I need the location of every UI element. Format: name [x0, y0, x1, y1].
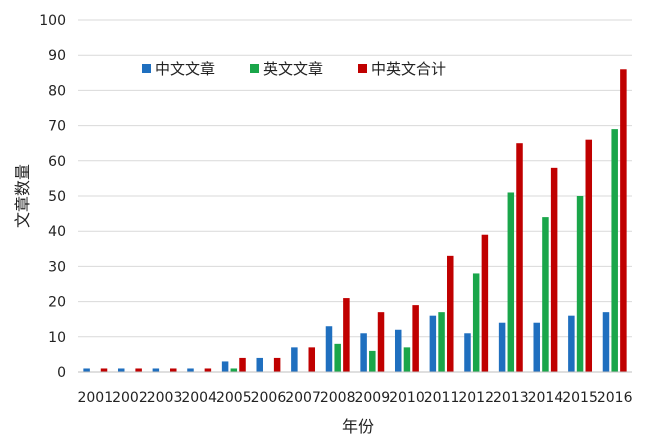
bar-2016-series-1: [611, 129, 618, 372]
x-tick-label: 2006: [251, 390, 287, 406]
x-tick-label: 2013: [493, 390, 529, 406]
bar-2002-series-0: [117, 368, 125, 372]
x-tick-label: 2011: [424, 390, 460, 406]
y-tick-label: 80: [48, 83, 66, 99]
bar-2012-series-2: [481, 234, 489, 372]
bar-2005-series-0: [221, 361, 229, 372]
legend-label: 中英文合计: [371, 60, 446, 78]
y-tick-label: 10: [48, 330, 66, 346]
bar-2015-series-1: [576, 196, 584, 372]
bar-2014-series-0: [533, 322, 540, 372]
bar-2008-series-0: [325, 326, 333, 372]
bar-2013-series-2: [516, 143, 523, 372]
bar-2016-series-0: [602, 312, 610, 372]
bar-2013-series-1: [507, 192, 515, 372]
bar-2007-series-2: [308, 347, 316, 372]
x-tick-label: 2001: [77, 390, 113, 406]
y-tick-label: 20: [48, 295, 66, 311]
bar-2011-series-0: [429, 315, 437, 372]
bar-2008-series-2: [343, 298, 350, 372]
x-tick-label: 2002: [112, 390, 148, 406]
x-tick-label: 2010: [389, 390, 425, 406]
x-axis-title: 年份: [342, 417, 374, 436]
y-tick-label: 70: [48, 119, 66, 135]
y-axis-title: 文章数量: [13, 164, 32, 228]
bar-2010-series-1: [403, 347, 411, 372]
bar-2014-series-1: [542, 217, 549, 372]
bar-2010-series-0: [394, 329, 402, 372]
x-tick-label: 2004: [181, 390, 217, 406]
x-tick-label: 2015: [562, 390, 598, 406]
x-tick-label: 2012: [458, 390, 494, 406]
bar-2007-series-0: [291, 347, 298, 372]
x-tick-label: 2007: [285, 390, 321, 406]
bar-2010-series-2: [412, 305, 419, 372]
bar-2015-series-2: [585, 139, 593, 372]
legend-label: 英文文章: [263, 60, 323, 78]
legend-swatch: [358, 64, 367, 73]
x-tick-label: 2008: [320, 390, 356, 406]
bar-2005-series-1: [230, 368, 238, 372]
bar-2009-series-1: [369, 350, 376, 372]
bar-2016-series-2: [620, 69, 627, 372]
x-tick-label: 2014: [528, 390, 564, 406]
y-tick-label: 50: [48, 189, 66, 205]
bar-2004-series-0: [187, 368, 194, 372]
legend-label: 中文文章: [155, 60, 215, 78]
bar-2011-series-2: [447, 255, 454, 372]
bar-2011-series-1: [438, 312, 445, 372]
bar-2002-series-2: [135, 368, 142, 372]
bar-2006-series-0: [256, 357, 263, 372]
bar-2014-series-2: [550, 167, 558, 372]
legend: 中文文章 英文文章 中英文合计: [142, 60, 446, 78]
y-tick-label: 40: [48, 224, 66, 240]
bar-2003-series-0: [152, 368, 160, 372]
x-axis-ticks: 2001200220032004200520062007200820092010…: [77, 390, 632, 406]
bars: [83, 69, 627, 372]
bar-2015-series-0: [568, 315, 575, 372]
y-tick-label: 30: [48, 259, 66, 275]
bar-2012-series-1: [472, 273, 480, 372]
y-tick-label: 100: [39, 13, 66, 29]
bar-2001-series-0: [83, 368, 90, 372]
y-tick-label: 60: [48, 154, 66, 170]
bar-2001-series-2: [100, 368, 108, 372]
y-tick-label: 0: [57, 365, 66, 381]
x-tick-label: 2003: [147, 390, 183, 406]
bar-2012-series-0: [464, 333, 471, 372]
gridlines: [78, 19, 632, 338]
bar-2009-series-2: [377, 312, 385, 372]
x-tick-label: 2009: [354, 390, 390, 406]
legend-swatch: [250, 64, 259, 73]
bar-2009-series-0: [360, 333, 367, 372]
bar-2013-series-0: [498, 322, 506, 372]
y-axis-ticks: 0 10 20 30 40 50 60 70 80 90 100: [39, 13, 66, 381]
bar-2004-series-2: [204, 368, 212, 372]
bar-2005-series-2: [239, 357, 246, 372]
bar-2003-series-2: [170, 368, 177, 372]
legend-swatch: [142, 64, 151, 73]
x-tick-label: 2016: [597, 390, 633, 406]
bar-2008-series-1: [334, 343, 341, 372]
y-tick-label: 90: [48, 48, 66, 64]
bar-2006-series-2: [273, 357, 281, 372]
x-tick-label: 2005: [216, 390, 252, 406]
